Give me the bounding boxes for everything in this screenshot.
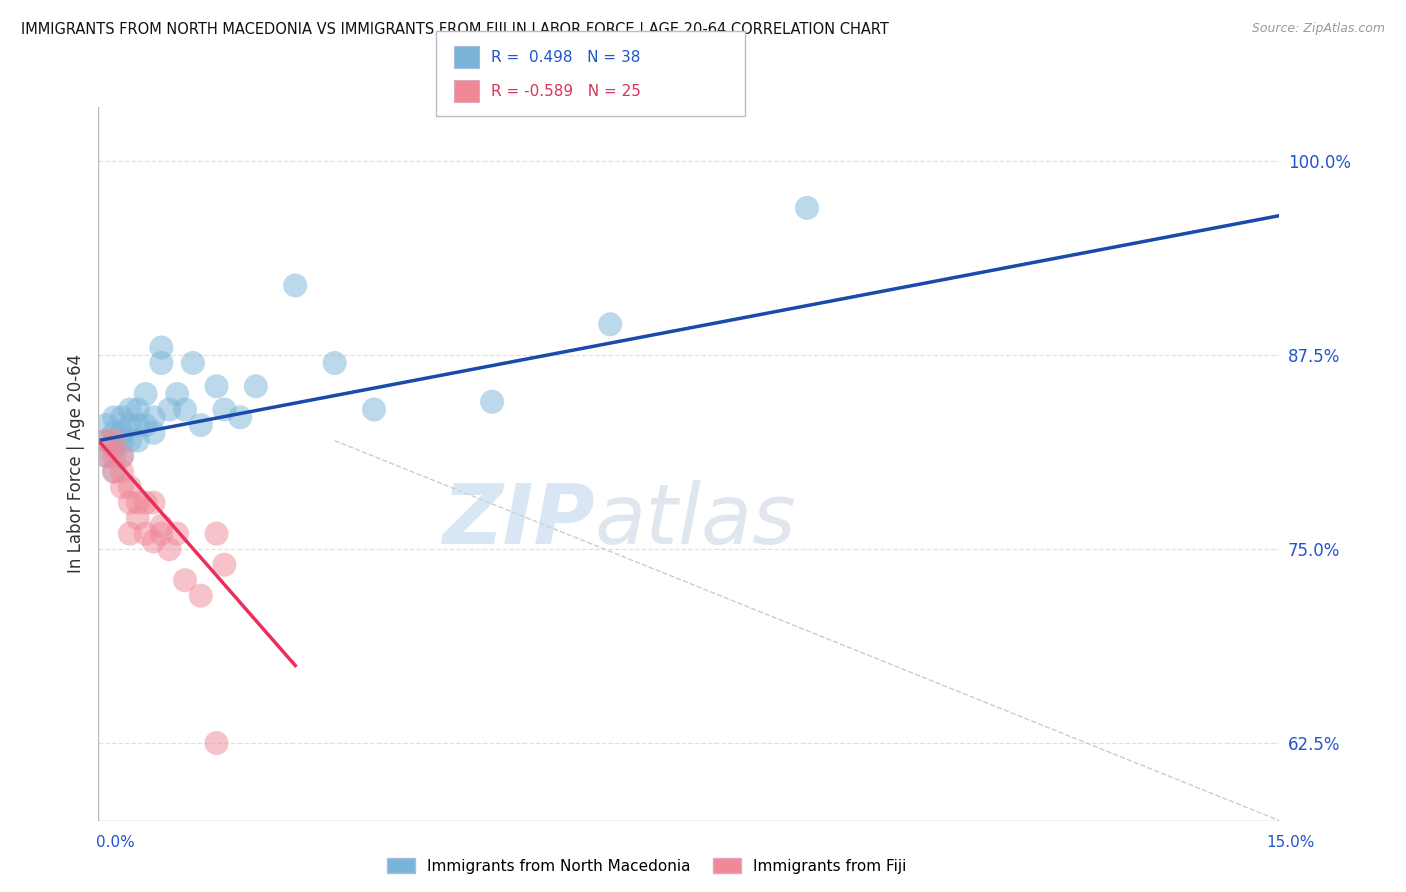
Point — [205, 526, 228, 541]
Point — [127, 418, 149, 433]
Point — [103, 442, 125, 456]
Point — [363, 402, 385, 417]
Point — [103, 465, 125, 479]
Text: IMMIGRANTS FROM NORTH MACEDONIA VS IMMIGRANTS FROM FIJI IN LABOR FORCE | AGE 20-: IMMIGRANTS FROM NORTH MACEDONIA VS IMMIG… — [21, 22, 889, 38]
Point — [96, 449, 118, 463]
Text: Source: ZipAtlas.com: Source: ZipAtlas.com — [1251, 22, 1385, 36]
Point — [284, 278, 307, 293]
Point — [214, 402, 236, 417]
Point — [174, 573, 197, 587]
Point — [135, 495, 157, 509]
Point — [166, 526, 188, 541]
Point — [96, 449, 118, 463]
Point — [135, 418, 157, 433]
Point — [142, 425, 165, 440]
Y-axis label: In Labor Force | Age 20-64: In Labor Force | Age 20-64 — [66, 354, 84, 574]
Point — [142, 410, 165, 425]
Point — [135, 526, 157, 541]
Point — [118, 418, 141, 433]
Point — [157, 542, 180, 557]
Point — [323, 356, 346, 370]
Point — [111, 480, 134, 494]
Point — [111, 449, 134, 463]
Point — [166, 387, 188, 401]
Point — [174, 402, 197, 417]
Point — [96, 418, 118, 433]
Text: ZIP: ZIP — [441, 481, 595, 561]
Point — [96, 434, 118, 448]
Point — [150, 526, 173, 541]
Point — [127, 511, 149, 525]
Text: 0.0%: 0.0% — [96, 836, 135, 850]
Point — [111, 449, 134, 463]
Point — [127, 402, 149, 417]
Point — [135, 387, 157, 401]
Point — [118, 434, 141, 448]
Point — [142, 534, 165, 549]
Point — [142, 495, 165, 509]
Point — [150, 519, 173, 533]
Point — [118, 480, 141, 494]
Point — [245, 379, 267, 393]
Point — [205, 736, 228, 750]
Point — [181, 356, 204, 370]
Text: 15.0%: 15.0% — [1267, 836, 1315, 850]
Legend: Immigrants from North Macedonia, Immigrants from Fiji: Immigrants from North Macedonia, Immigra… — [381, 852, 912, 880]
Point — [205, 379, 228, 393]
Point — [103, 465, 125, 479]
Point — [127, 434, 149, 448]
Point — [214, 558, 236, 572]
Text: R = -0.589   N = 25: R = -0.589 N = 25 — [491, 84, 641, 99]
Point — [127, 495, 149, 509]
Point — [111, 434, 134, 448]
Point — [118, 402, 141, 417]
Point — [796, 201, 818, 215]
Point — [103, 425, 125, 440]
Point — [150, 356, 173, 370]
Point — [96, 434, 118, 448]
Point — [190, 418, 212, 433]
Point — [190, 589, 212, 603]
Point — [118, 526, 141, 541]
Point — [599, 317, 621, 331]
Point — [111, 465, 134, 479]
Point — [103, 410, 125, 425]
Point — [150, 341, 173, 355]
Point — [103, 434, 125, 448]
Point — [111, 425, 134, 440]
Point — [103, 449, 125, 463]
Point — [111, 410, 134, 425]
Text: R =  0.498   N = 38: R = 0.498 N = 38 — [491, 50, 640, 64]
Text: atlas: atlas — [595, 481, 796, 561]
Point — [157, 402, 180, 417]
Point — [481, 394, 503, 409]
Point — [118, 495, 141, 509]
Point — [229, 410, 252, 425]
